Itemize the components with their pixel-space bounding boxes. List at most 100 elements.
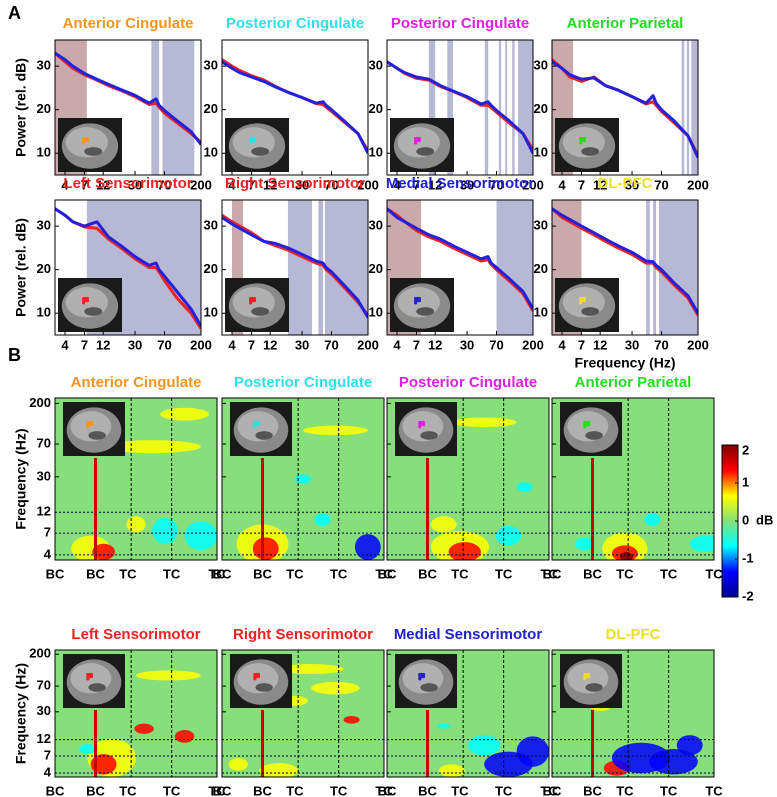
plot-frame — [386, 199, 534, 336]
x-tick-label: 200 — [190, 177, 212, 192]
x-tick-label: TC — [495, 783, 513, 797]
brain-inset — [249, 141, 253, 145]
x-tick-label: 70 — [489, 177, 503, 192]
x-tick-label: BC — [46, 783, 65, 797]
x-axis-label: Frequency (Hz) — [574, 355, 675, 371]
brain-inset — [84, 307, 103, 316]
brain-inset — [421, 423, 426, 427]
y-tick-label: 10 — [534, 305, 548, 320]
brain-inset — [82, 301, 86, 305]
x-tick-label: 4 — [558, 337, 566, 352]
chart-title: Left Sensorimotor — [71, 626, 200, 643]
heatmap-texture — [134, 723, 154, 734]
brain-inset — [586, 423, 591, 427]
line-chart — [222, 200, 368, 335]
shaded-range — [287, 200, 313, 335]
plot-frame — [221, 199, 369, 336]
power-curve — [222, 60, 368, 154]
brain-inset — [414, 141, 418, 145]
heatmap-texture — [294, 474, 312, 484]
heatmap — [55, 650, 217, 777]
power-curve — [387, 60, 533, 154]
x-tick-label: TC — [330, 566, 348, 581]
y-tick-label: 30 — [204, 58, 218, 73]
heatmap-texture — [451, 417, 517, 428]
x-tick-label: TC — [286, 566, 304, 581]
brain-inset — [82, 141, 86, 145]
shaded-range — [646, 200, 650, 335]
brain-inset — [420, 683, 438, 692]
line-chart — [387, 40, 533, 175]
x-tick-label: 7 — [248, 177, 255, 192]
x-tick-label: 4 — [393, 177, 401, 192]
y-tick-label: 30 — [37, 218, 51, 233]
x-tick-label: 7 — [413, 177, 420, 192]
y-tick-label: 10 — [534, 145, 548, 160]
x-tick-label: TC — [208, 783, 226, 797]
y-tick-label: 12 — [37, 504, 51, 519]
x-tick-label: 30 — [625, 177, 639, 192]
shaded-range — [681, 40, 685, 175]
x-tick-label: TC — [705, 783, 723, 797]
chart-title: Medial Sensorimotor — [386, 175, 535, 192]
x-tick-label: BC — [543, 566, 562, 581]
heatmap-texture — [689, 535, 714, 552]
x-tick-label: 4 — [61, 177, 69, 192]
x-tick-label: 7 — [578, 177, 585, 192]
plot-frame — [221, 39, 369, 176]
x-tick-label: 70 — [157, 177, 171, 192]
brain-inset — [579, 301, 583, 305]
chart-title: Anterior Parietal — [575, 374, 692, 391]
plot-frame — [54, 199, 202, 336]
x-tick-label: BC — [46, 566, 65, 581]
brain-inset — [421, 675, 426, 679]
x-tick-label: 30 — [128, 177, 142, 192]
x-tick-label: 12 — [428, 177, 442, 192]
brain-inset — [256, 423, 261, 427]
plot-frame — [551, 397, 715, 561]
shaded-range — [484, 40, 489, 175]
colorbar-label: dB — [756, 512, 773, 527]
shaded-range — [447, 40, 453, 175]
y-tick-label: 20 — [369, 101, 383, 116]
line-chart — [552, 200, 698, 335]
x-tick-label: TC — [119, 783, 137, 797]
heatmap-texture — [438, 764, 465, 777]
x-tick-label: TC — [375, 566, 393, 581]
y-tick-label: 30 — [37, 703, 51, 718]
heatmap-texture — [136, 670, 201, 681]
plot-frame — [386, 39, 534, 176]
heatmap-texture — [184, 521, 217, 551]
x-tick-label: BC — [583, 566, 602, 581]
x-tick-label: TC — [119, 566, 137, 581]
chart-title: Anterior Cingulate — [63, 15, 194, 32]
heatmap-texture — [430, 516, 457, 533]
brain-inset — [255, 683, 273, 692]
colorbar-tick-label: 0 — [742, 512, 749, 527]
x-tick-label: 12 — [593, 337, 607, 352]
plot-frame — [54, 39, 202, 176]
x-tick-label: 30 — [460, 177, 474, 192]
shaded-range — [232, 200, 244, 335]
y-tick-label: 4 — [44, 546, 52, 561]
x-tick-label: TC — [330, 783, 348, 797]
brain-inset — [252, 299, 257, 303]
shaded-range — [686, 40, 690, 175]
chart-title: Medial Sensorimotor — [394, 626, 543, 643]
shaded-range — [512, 40, 515, 175]
x-tick-label: 12 — [96, 177, 110, 192]
x-tick-label: 7 — [248, 337, 255, 352]
chart-title: Right Sensorimotor — [233, 626, 373, 643]
brain-inset — [582, 299, 587, 303]
chart-title: DL-PFC — [598, 175, 653, 192]
x-tick-label: 70 — [654, 337, 668, 352]
brain-inset — [583, 425, 587, 429]
shaded-range — [691, 40, 698, 175]
brain-inset — [582, 139, 587, 143]
shaded-range — [658, 200, 698, 335]
line-chart — [55, 200, 201, 335]
chart-title: Posterior Cingulate — [399, 374, 537, 391]
x-tick-label: BC — [378, 566, 397, 581]
x-tick-label: 4 — [61, 337, 69, 352]
